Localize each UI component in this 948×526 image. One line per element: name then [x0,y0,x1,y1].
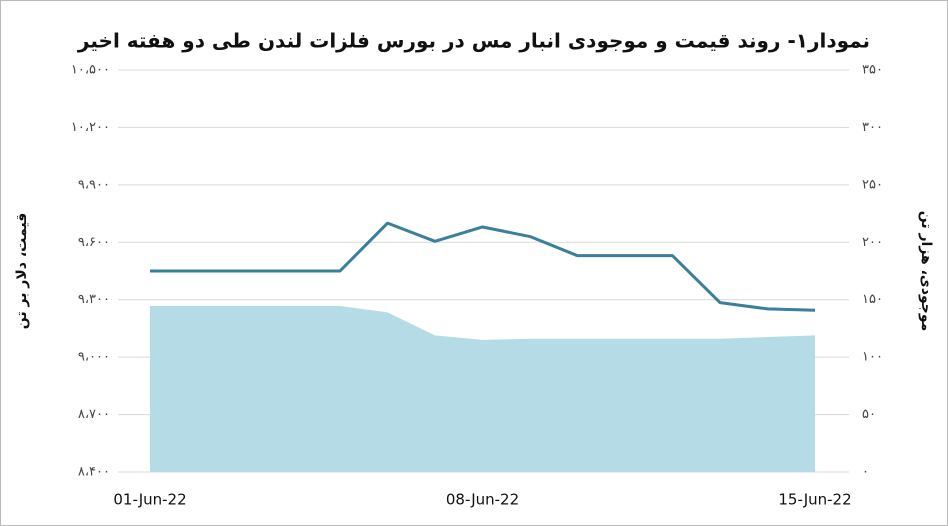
y-tick-label: ۸،۷۰۰ [78,407,110,422]
y2-tick-label: ۳۰۰ [862,120,883,135]
y-axis-title: قیمت، دلار بر تن [14,213,30,330]
y2-tick-label: ۲۰۰ [862,235,883,250]
y-tick-label: ۸،۴۰۰ [78,465,110,480]
inventory-area [150,306,815,472]
x-tick-label: 08-Jun-22 [446,491,519,509]
y-tick-label: ۱۰،۵۰۰ [71,63,110,78]
y2-tick-label: ۱۵۰ [862,292,883,307]
y-tick-label: ۹،۰۰۰ [78,350,110,365]
y2-tick-label: ۱۰۰ [862,350,883,365]
y2-axis-title: موجودی، هزار تن [918,211,934,332]
y2-tick-label: ۳۵۰ [862,63,883,78]
y-tick-label: ۹،۳۰۰ [78,292,110,307]
price-line [150,221,816,312]
y2-tick-label: ۵۰ [862,407,876,422]
x-tick-label: 15-Jun-22 [778,491,851,509]
y-tick-label: ۹،۶۰۰ [78,235,110,250]
chart-title: نمودار۱- روند قیمت و موجودی انبار مس در … [77,29,870,53]
y2-tick-label: ۰ [862,465,869,480]
y-tick-label: ۱۰،۲۰۰ [71,120,110,135]
y2-tick-label: ۲۵۰ [862,177,883,192]
x-tick-label: 01-Jun-22 [113,491,186,509]
y-tick-label: ۹،۹۰۰ [78,177,110,192]
